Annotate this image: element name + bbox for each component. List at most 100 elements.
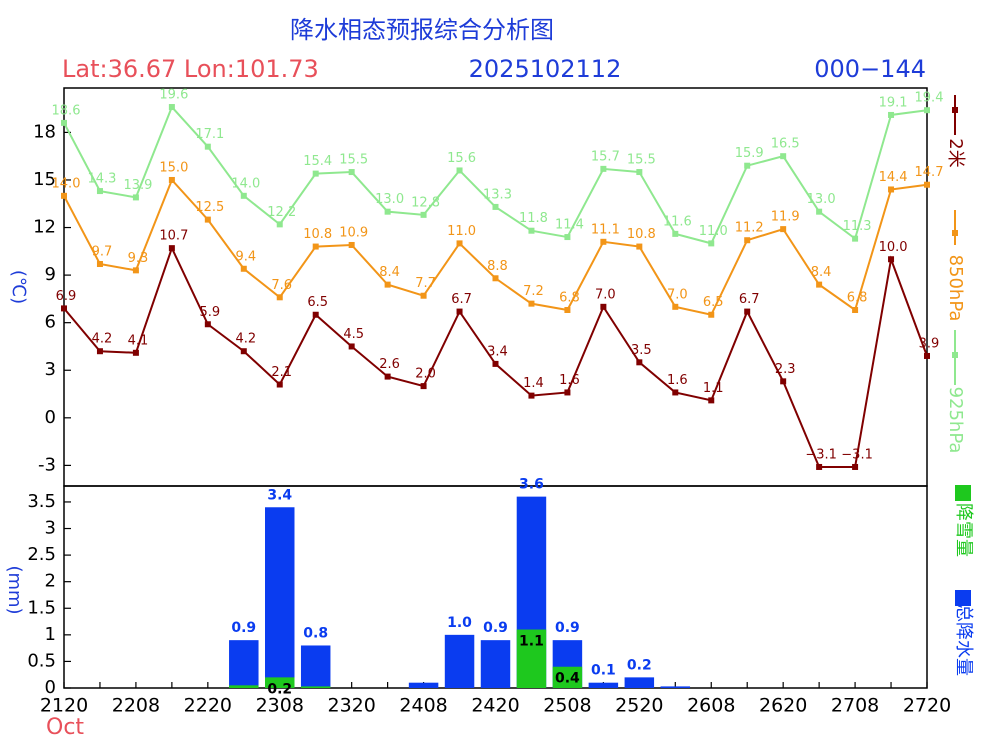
data-label: 15.6: [447, 151, 476, 166]
x-tick-label: 2620: [759, 695, 807, 717]
y-tick-label: 9: [45, 264, 56, 285]
data-label: 3.6: [519, 477, 544, 493]
data-label: 9.7: [92, 245, 113, 260]
point: [528, 392, 535, 399]
bar: [444, 634, 475, 688]
x-tick-label: 2608: [687, 695, 735, 717]
point: [780, 226, 787, 233]
data-label: 5.9: [199, 305, 220, 320]
point: [744, 237, 751, 244]
bar: [660, 686, 691, 688]
data-label: 12.5: [195, 200, 224, 215]
data-label: 4.2: [92, 332, 113, 347]
point: [348, 241, 355, 248]
data-label: 11.0: [447, 224, 476, 239]
point: [924, 181, 930, 188]
data-label: 11.1: [591, 222, 620, 237]
data-label: 0.1: [591, 663, 616, 679]
y-axis-label: (mm): [4, 565, 25, 614]
data-label: 3.5: [631, 343, 652, 358]
bar: [552, 666, 583, 688]
point: [348, 343, 355, 350]
data-label: 11.8: [519, 211, 548, 226]
point: [240, 348, 247, 355]
point: [744, 162, 751, 169]
data-label: 14.0: [52, 176, 81, 191]
legend-marker: [952, 230, 958, 236]
y-tick-label: 0: [45, 407, 56, 428]
data-label: 11.9: [771, 210, 800, 225]
y-tick-label: 1.5: [27, 597, 56, 618]
data-label: 1.1: [703, 381, 724, 396]
data-label: 15.5: [339, 153, 368, 168]
data-label: 13.3: [483, 187, 512, 202]
point: [168, 104, 175, 111]
data-label: 3.4: [487, 344, 508, 359]
data-label: 6.9: [56, 289, 77, 304]
legend-label: 925hPa: [945, 387, 966, 454]
data-label: 19.6: [159, 88, 188, 103]
point: [528, 300, 535, 307]
point: [564, 306, 571, 313]
legend-swatch: [955, 485, 971, 501]
legend-marker: [952, 107, 958, 113]
data-label: 9.4: [235, 249, 256, 264]
x-tick-label: 2708: [831, 695, 879, 717]
bar: [229, 685, 259, 688]
data-label: 0.9: [483, 620, 508, 636]
x-tick-label: 2320: [327, 695, 375, 717]
x-tick-label: 2420: [471, 695, 519, 717]
data-label: 8.8: [487, 259, 508, 274]
data-label: 4.1: [128, 333, 149, 348]
data-label: 11.6: [663, 214, 692, 229]
point: [240, 265, 247, 272]
point: [96, 261, 103, 268]
point: [708, 311, 715, 318]
data-label: 11.4: [555, 218, 584, 233]
x-tick-label: 2208: [112, 695, 160, 717]
point: [276, 221, 283, 228]
point: [276, 294, 283, 301]
data-label: 10.8: [303, 227, 332, 242]
data-label: 13.9: [123, 178, 152, 193]
data-label: 14.4: [879, 170, 908, 185]
point: [600, 165, 607, 172]
point: [276, 381, 283, 388]
data-label: 13.0: [807, 192, 836, 207]
point: [384, 281, 391, 288]
data-label: 14.7: [915, 165, 944, 180]
data-label: 2.3: [775, 362, 796, 377]
legend-label: 2米: [945, 138, 966, 167]
data-label: 8.4: [379, 265, 400, 280]
point: [168, 176, 175, 183]
point: [816, 463, 823, 470]
y-axis-label: (℃): [8, 270, 29, 304]
data-label: 4.2: [235, 332, 256, 347]
data-label: 11.3: [843, 219, 872, 234]
y-tick-label: 0.5: [27, 650, 56, 671]
point: [312, 311, 319, 318]
point: [888, 256, 895, 263]
point: [924, 107, 930, 114]
point: [852, 235, 859, 242]
data-label: 12.8: [411, 195, 440, 210]
data-label: 13.0: [375, 192, 404, 207]
data-label: 17.1: [195, 127, 224, 142]
data-label: 11.0: [699, 224, 728, 239]
data-label: 7.2: [523, 284, 544, 299]
data-label: 2.6: [379, 357, 400, 372]
point: [420, 211, 427, 218]
data-label: 19.1: [879, 95, 908, 110]
y-tick-label: 2: [45, 571, 56, 592]
point: [132, 194, 139, 201]
data-label: 0.8: [303, 625, 328, 641]
data-label: 1.6: [559, 373, 580, 388]
data-label: 14.3: [87, 172, 116, 187]
y-tick-label: 3: [45, 359, 56, 380]
y-tick-label: 3.5: [27, 491, 56, 512]
bar: [265, 507, 295, 688]
data-label: 12.2: [267, 205, 296, 220]
point: [744, 308, 751, 315]
bar: [229, 640, 259, 688]
